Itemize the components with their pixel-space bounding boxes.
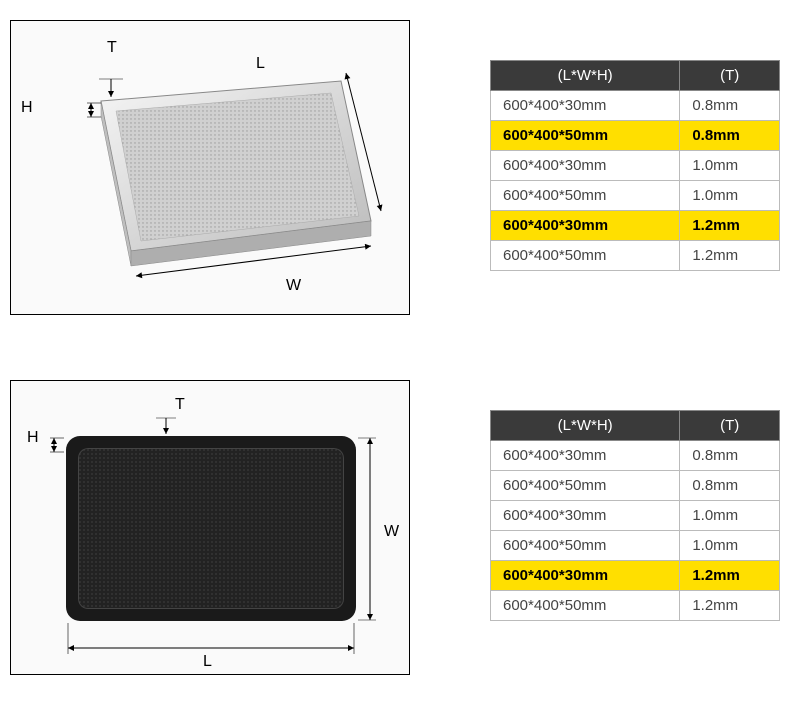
cell-lwh: 600*400*50mm — [491, 531, 680, 561]
th-t: (T) — [680, 61, 780, 91]
cell-t: 1.0mm — [680, 531, 780, 561]
table-row: 600*400*30mm1.0mm — [491, 501, 780, 531]
label-T-top: T — [175, 396, 185, 414]
table-row: 600*400*50mm1.0mm — [491, 531, 780, 561]
table-row: 600*400*30mm1.2mm — [491, 561, 780, 591]
cell-t: 0.8mm — [680, 91, 780, 121]
cell-t: 1.0mm — [680, 501, 780, 531]
label-L-top: L — [203, 653, 212, 671]
label-W-iso: W — [286, 277, 301, 295]
label-T-iso: T — [107, 39, 117, 57]
table-row: 600*400*30mm1.0mm — [491, 151, 780, 181]
table-row: 600*400*50mm1.0mm — [491, 181, 780, 211]
diagram-iso-tray: T L H W — [10, 20, 410, 315]
cell-lwh: 600*400*30mm — [491, 211, 680, 241]
cell-lwh: 600*400*30mm — [491, 561, 680, 591]
cell-lwh: 600*400*50mm — [491, 181, 680, 211]
th-lwh: (L*W*H) — [491, 411, 680, 441]
label-H-iso: H — [21, 99, 33, 117]
cell-lwh: 600*400*30mm — [491, 91, 680, 121]
section-bottom: T H W L (L*W*H) (T) 600*400*30mm0.8mm600… — [0, 380, 790, 680]
table-row: 600*400*30mm0.8mm — [491, 441, 780, 471]
cell-t: 0.8mm — [680, 441, 780, 471]
cell-t: 0.8mm — [680, 471, 780, 501]
label-W-top: W — [384, 523, 399, 541]
table-row: 600*400*50mm0.8mm — [491, 471, 780, 501]
cell-lwh: 600*400*30mm — [491, 441, 680, 471]
cell-lwh: 600*400*30mm — [491, 151, 680, 181]
cell-t: 1.2mm — [680, 241, 780, 271]
diagram-topview-tray: T H W L — [10, 380, 410, 675]
table-row: 600*400*30mm0.8mm — [491, 91, 780, 121]
cell-lwh: 600*400*50mm — [491, 241, 680, 271]
section-top: T L H W (L*W*H) (T) 600*400*30mm0.8mm600… — [0, 20, 790, 320]
tray-iso-drawing — [41, 61, 381, 281]
table-row: 600*400*30mm1.2mm — [491, 211, 780, 241]
label-L-iso: L — [256, 55, 265, 73]
table-row: 600*400*50mm1.2mm — [491, 241, 780, 271]
cell-t: 1.2mm — [680, 591, 780, 621]
cell-t: 1.0mm — [680, 181, 780, 211]
label-H-top: H — [27, 429, 39, 447]
table-row: 600*400*50mm0.8mm — [491, 121, 780, 151]
tray-topview-drawing — [46, 416, 376, 631]
cell-t: 1.2mm — [680, 211, 780, 241]
cell-lwh: 600*400*50mm — [491, 121, 680, 151]
th-lwh: (L*W*H) — [491, 61, 680, 91]
cell-t: 0.8mm — [680, 121, 780, 151]
table-row: 600*400*50mm1.2mm — [491, 591, 780, 621]
spec-table-bottom: (L*W*H) (T) 600*400*30mm0.8mm600*400*50m… — [490, 410, 780, 621]
cell-lwh: 600*400*50mm — [491, 591, 680, 621]
cell-lwh: 600*400*30mm — [491, 501, 680, 531]
th-t: (T) — [680, 411, 780, 441]
cell-t: 1.0mm — [680, 151, 780, 181]
spec-table-top: (L*W*H) (T) 600*400*30mm0.8mm600*400*50m… — [490, 60, 780, 271]
cell-lwh: 600*400*50mm — [491, 471, 680, 501]
cell-t: 1.2mm — [680, 561, 780, 591]
